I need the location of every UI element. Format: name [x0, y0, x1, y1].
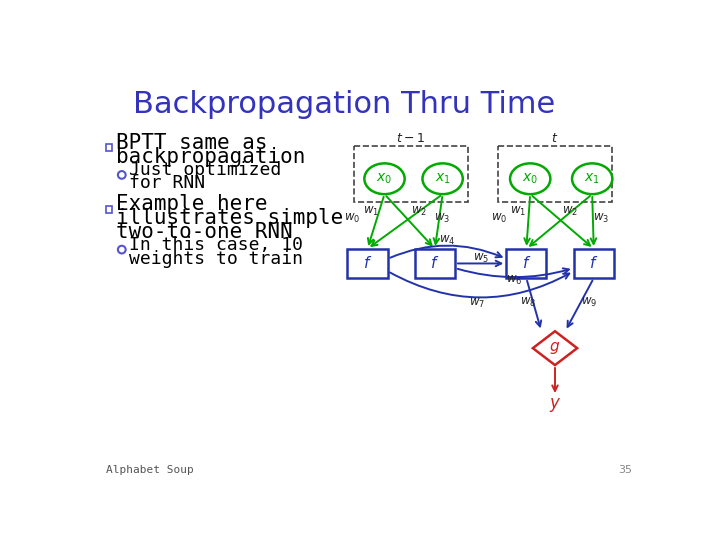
Text: for RNN: for RNN: [129, 174, 205, 192]
Bar: [498, 146, 612, 202]
Text: $w_1$: $w_1$: [510, 205, 526, 218]
FancyBboxPatch shape: [347, 249, 387, 278]
Text: Example here: Example here: [117, 194, 268, 214]
Text: $w_8$: $w_8$: [520, 296, 536, 309]
Text: $f$: $f$: [522, 255, 531, 272]
Text: $w_9$: $w_9$: [581, 296, 597, 309]
Text: $t-1$: $t-1$: [396, 132, 426, 145]
Text: $g$: $g$: [549, 340, 561, 356]
Text: illustrates simple: illustrates simple: [117, 208, 343, 228]
Text: $w_2$: $w_2$: [411, 205, 428, 218]
Text: $w_1$: $w_1$: [364, 205, 379, 218]
FancyBboxPatch shape: [506, 249, 546, 278]
Text: $x_0$: $x_0$: [377, 172, 392, 186]
Text: $w_5$: $w_5$: [472, 252, 489, 265]
Text: $w_0$: $w_0$: [491, 212, 508, 225]
Text: $w_0$: $w_0$: [344, 212, 360, 225]
Text: $y$: $y$: [549, 396, 561, 414]
Text: 35: 35: [618, 465, 632, 475]
Text: $w_3$: $w_3$: [433, 212, 450, 225]
Text: $f$: $f$: [363, 255, 372, 272]
Text: backpropagation: backpropagation: [117, 147, 306, 167]
Text: $w_4$: $w_4$: [438, 234, 455, 247]
Text: $w_6$: $w_6$: [506, 274, 523, 287]
Text: In this case, 10: In this case, 10: [129, 236, 302, 254]
Text: $w_7$: $w_7$: [469, 297, 485, 310]
Bar: [354, 146, 468, 202]
Text: weights to train: weights to train: [129, 250, 302, 268]
Text: $f$: $f$: [431, 255, 439, 272]
Text: $w_2$: $w_2$: [562, 205, 579, 218]
Text: $f$: $f$: [589, 255, 598, 272]
Bar: [106, 206, 112, 213]
FancyBboxPatch shape: [574, 249, 614, 278]
Text: two-to-one RNN: two-to-one RNN: [117, 222, 293, 242]
Text: Backpropagation Thru Time: Backpropagation Thru Time: [132, 90, 555, 119]
Bar: [106, 145, 112, 151]
Text: $x_0$: $x_0$: [522, 172, 539, 186]
Text: $t$: $t$: [552, 132, 559, 145]
FancyBboxPatch shape: [415, 249, 455, 278]
Text: $x_1$: $x_1$: [585, 172, 600, 186]
Text: $w_3$: $w_3$: [593, 212, 610, 225]
Text: Just optimized: Just optimized: [129, 161, 281, 179]
Text: Alphabet Soup: Alphabet Soup: [106, 465, 193, 475]
Text: BPTT same as: BPTT same as: [117, 133, 268, 153]
Text: $x_1$: $x_1$: [435, 172, 451, 186]
